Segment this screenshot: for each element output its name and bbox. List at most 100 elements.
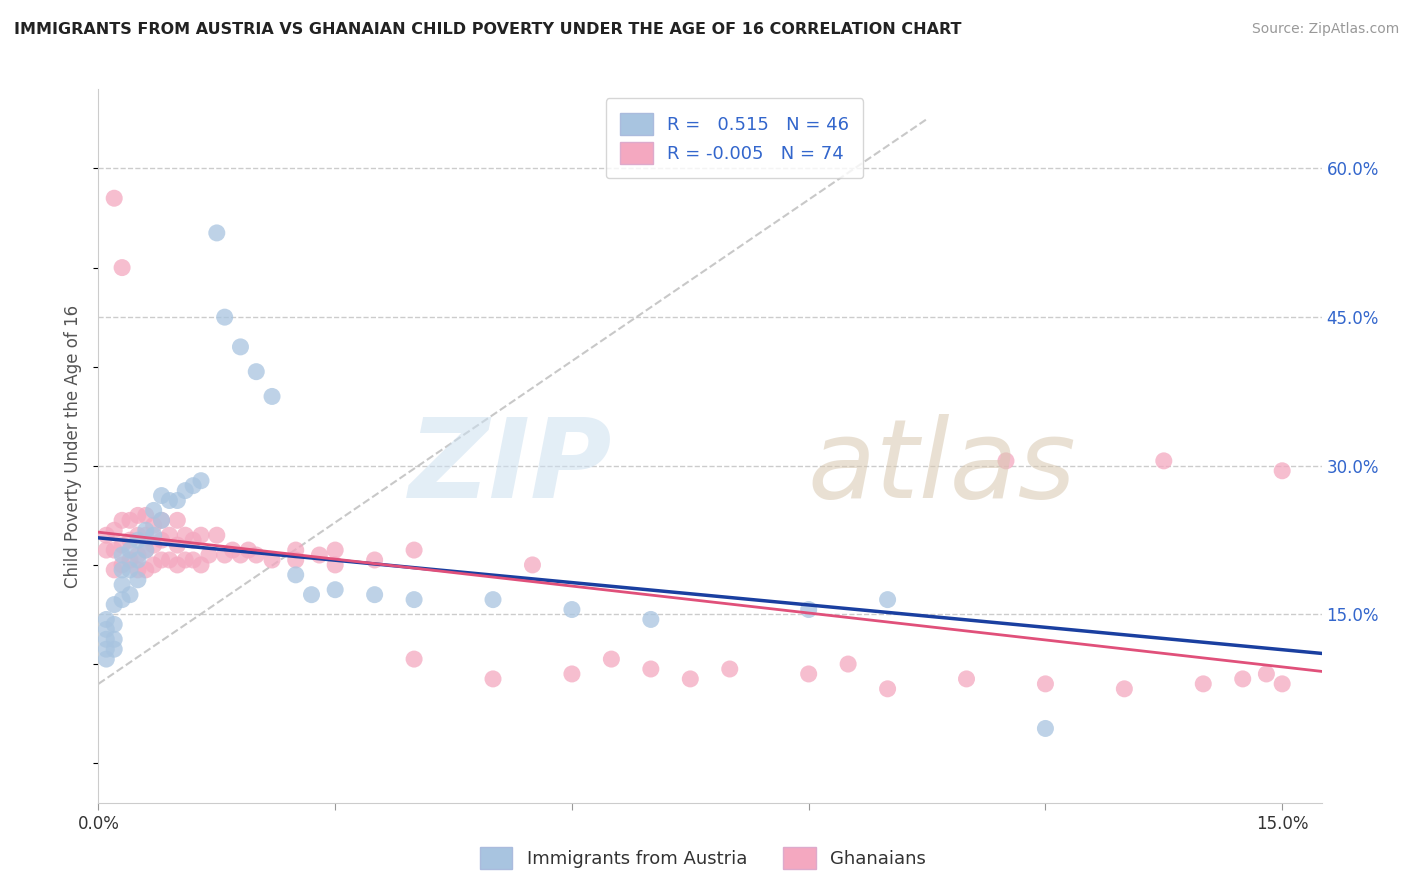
Point — [150, 533, 173, 548]
Point — [174, 528, 197, 542]
Point — [876, 592, 898, 607]
Point — [96, 623, 118, 637]
Point — [103, 642, 125, 657]
Point — [1271, 464, 1294, 478]
Point — [103, 191, 125, 205]
Point — [955, 672, 977, 686]
Text: ZIP: ZIP — [409, 414, 612, 521]
Point — [127, 573, 149, 587]
Point — [404, 543, 426, 558]
Point — [142, 518, 165, 533]
Point — [103, 543, 125, 558]
Text: IMMIGRANTS FROM AUSTRIA VS GHANAIAN CHILD POVERTY UNDER THE AGE OF 16 CORRELATIO: IMMIGRANTS FROM AUSTRIA VS GHANAIAN CHIL… — [14, 22, 962, 37]
Point — [994, 454, 1017, 468]
Point — [150, 513, 173, 527]
Point — [238, 543, 260, 558]
Point — [1256, 667, 1278, 681]
Point — [1153, 454, 1175, 468]
Point — [482, 672, 505, 686]
Point — [181, 553, 204, 567]
Point — [1232, 672, 1254, 686]
Point — [111, 563, 134, 577]
Point — [1035, 722, 1057, 736]
Point — [127, 533, 149, 548]
Point — [190, 528, 212, 542]
Point — [308, 548, 330, 562]
Point — [190, 474, 212, 488]
Legend: R =   0.515   N = 46, R = -0.005   N = 74: R = 0.515 N = 46, R = -0.005 N = 74 — [606, 98, 863, 178]
Point — [150, 513, 173, 527]
Point — [1035, 677, 1057, 691]
Text: atlas: atlas — [808, 414, 1077, 521]
Point — [150, 489, 173, 503]
Point — [118, 543, 141, 558]
Point — [1271, 677, 1294, 691]
Point — [1114, 681, 1136, 696]
Point — [260, 553, 283, 567]
Point — [118, 563, 141, 577]
Point — [404, 592, 426, 607]
Point — [190, 558, 212, 572]
Point — [111, 260, 134, 275]
Point — [640, 662, 662, 676]
Point — [142, 538, 165, 552]
Point — [323, 543, 346, 558]
Point — [181, 478, 204, 492]
Point — [284, 543, 307, 558]
Point — [561, 667, 583, 681]
Point — [118, 513, 141, 527]
Point — [166, 538, 188, 552]
Point — [1192, 677, 1215, 691]
Point — [679, 672, 702, 686]
Point — [301, 588, 323, 602]
Point — [260, 389, 283, 403]
Point — [214, 548, 236, 562]
Point — [245, 365, 267, 379]
Point — [111, 513, 134, 527]
Point — [127, 508, 149, 523]
Point — [96, 652, 118, 666]
Point — [142, 558, 165, 572]
Point — [142, 528, 165, 542]
Point — [205, 226, 228, 240]
Point — [127, 548, 149, 562]
Point — [135, 563, 157, 577]
Legend: Immigrants from Austria, Ghanaians: Immigrants from Austria, Ghanaians — [471, 838, 935, 879]
Point — [127, 563, 149, 577]
Point — [103, 632, 125, 647]
Y-axis label: Child Poverty Under the Age of 16: Child Poverty Under the Age of 16 — [65, 304, 83, 588]
Point — [166, 493, 188, 508]
Point — [111, 592, 134, 607]
Point — [111, 578, 134, 592]
Point — [118, 533, 141, 548]
Point — [245, 548, 267, 562]
Point — [284, 567, 307, 582]
Point — [522, 558, 544, 572]
Point — [111, 538, 134, 552]
Point — [159, 553, 181, 567]
Point — [363, 588, 385, 602]
Point — [284, 553, 307, 567]
Point — [135, 508, 157, 523]
Point — [96, 612, 118, 626]
Point — [127, 553, 149, 567]
Point — [181, 533, 204, 548]
Point — [142, 503, 165, 517]
Point — [229, 340, 252, 354]
Point — [174, 553, 197, 567]
Point — [837, 657, 859, 671]
Point — [482, 592, 505, 607]
Point — [118, 588, 141, 602]
Text: Source: ZipAtlas.com: Source: ZipAtlas.com — [1251, 22, 1399, 37]
Point — [111, 558, 134, 572]
Point — [159, 528, 181, 542]
Point — [214, 310, 236, 325]
Point — [561, 602, 583, 616]
Point — [96, 543, 118, 558]
Point — [159, 493, 181, 508]
Point — [103, 598, 125, 612]
Point — [404, 652, 426, 666]
Point — [600, 652, 623, 666]
Point — [103, 563, 125, 577]
Point — [205, 528, 228, 542]
